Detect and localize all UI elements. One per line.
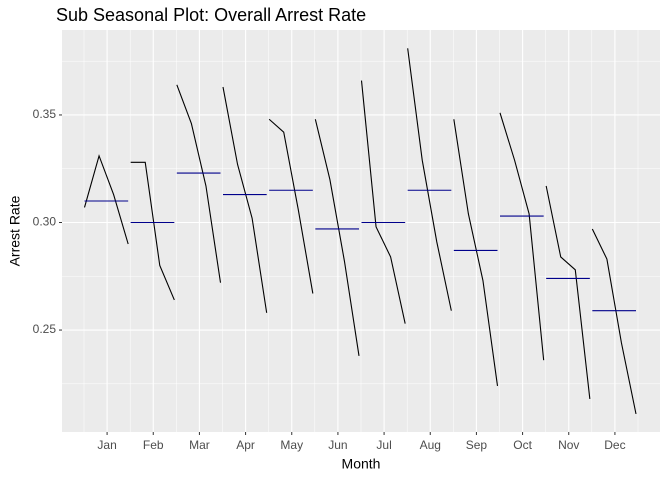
subseries-line: [176, 84, 222, 283]
x-tick-label: Sep: [466, 438, 488, 452]
y-axis-label: Arrest Rate: [7, 195, 23, 266]
x-tick-label: Jul: [376, 438, 391, 452]
x-tick-label: Nov: [558, 438, 579, 452]
subseries-line: [407, 48, 452, 311]
subseries-line: [83, 154, 129, 245]
x-axis-label: Month: [342, 456, 381, 472]
subseries-line: [268, 118, 314, 294]
x-tick-label: Dec: [604, 438, 625, 452]
x-tick-label: Mar: [189, 438, 210, 452]
subseries-line: [314, 119, 360, 356]
subseries-line: [499, 112, 545, 361]
y-tick-label: 0.25: [33, 322, 57, 336]
x-tick-label: Jan: [97, 438, 116, 452]
x-tick-label: Feb: [143, 438, 164, 452]
subseries-line: [130, 161, 175, 301]
subseries-line: [222, 86, 268, 313]
subseries-line: [453, 119, 499, 387]
x-tick-label: Jun: [328, 438, 347, 452]
subseries-line: [591, 228, 637, 415]
chart-title: Sub Seasonal Plot: Overall Arrest Rate: [56, 5, 366, 25]
x-tick-label: Oct: [513, 438, 532, 452]
subseries-line: [360, 80, 406, 324]
x-tick-label: Apr: [236, 438, 255, 452]
subseries-line: [545, 185, 591, 399]
y-tick-label: 0.30: [33, 215, 57, 229]
y-tick-label: 0.35: [33, 107, 57, 121]
x-tick-label: Aug: [420, 438, 441, 452]
x-tick-label: May: [280, 438, 303, 452]
